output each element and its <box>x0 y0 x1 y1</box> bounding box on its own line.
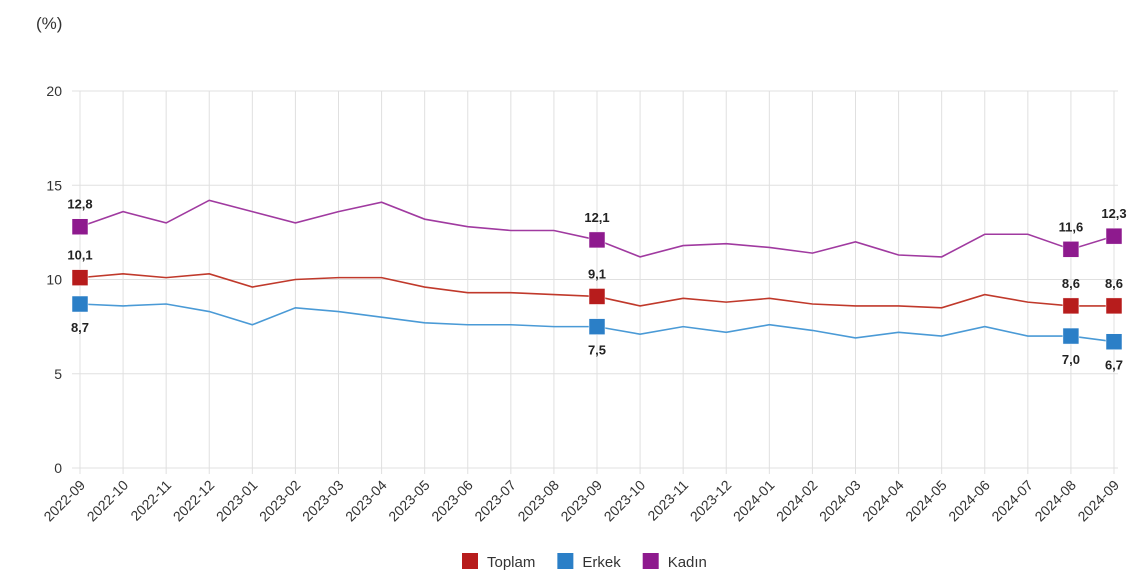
data-point-marker <box>588 231 606 249</box>
data-label: 7,0 <box>1062 352 1080 367</box>
x-tick-label: 2023-09 <box>557 477 605 525</box>
y-tick-label: 20 <box>46 83 62 99</box>
legend-label: Kadın <box>668 554 707 570</box>
data-point-marker <box>1105 333 1123 350</box>
data-label: 8,6 <box>1062 276 1080 291</box>
x-tick-label: 2024-01 <box>730 477 778 525</box>
y-axis-unit-label: (%) <box>36 14 63 33</box>
x-tick-label: 2022-11 <box>127 477 174 524</box>
x-tick-label: 2024-07 <box>988 477 1036 525</box>
x-tick-label: 2024-05 <box>902 477 950 525</box>
data-point-marker <box>588 318 606 335</box>
x-tick-label: 2024-04 <box>859 477 907 525</box>
x-tick-label: 2024-09 <box>1074 477 1122 525</box>
x-tick-label: 2023-05 <box>385 477 433 525</box>
data-label: 8,7 <box>71 320 89 335</box>
x-tick-label: 2023-04 <box>342 477 390 525</box>
legend-label: Toplam <box>487 554 535 570</box>
x-tick-label: 2022-12 <box>170 477 218 525</box>
x-tick-label: 2023-02 <box>256 477 304 525</box>
data-point-marker <box>588 288 606 305</box>
y-tick-label: 15 <box>46 177 62 193</box>
x-tick-label: 2024-02 <box>773 477 821 525</box>
y-tick-label: 10 <box>46 272 62 288</box>
data-label: 12,1 <box>584 210 609 225</box>
data-point-marker <box>71 218 89 235</box>
legend-marker-kadın <box>642 553 659 569</box>
y-tick-label: 5 <box>54 366 62 382</box>
x-tick-label: 2023-07 <box>471 477 519 525</box>
data-label: 7,5 <box>588 343 606 358</box>
data-label: 9,1 <box>588 266 606 281</box>
x-tick-label: 2023-10 <box>601 477 649 525</box>
x-tick-label: 2023-08 <box>514 477 562 525</box>
data-label: 6,7 <box>1105 358 1123 373</box>
x-tick-label: 2022-10 <box>84 477 132 525</box>
x-tick-label: 2023-11 <box>644 477 691 524</box>
data-point-marker <box>1105 297 1123 315</box>
data-label: 8,6 <box>1105 276 1123 291</box>
legend-label: Erkek <box>582 554 621 570</box>
data-label: 10,1 <box>67 248 92 263</box>
legend-marker-toplam <box>462 553 478 569</box>
data-label: 11,6 <box>1059 219 1084 234</box>
x-tick-label: 2023-06 <box>428 477 476 525</box>
x-tick-label: 2023-03 <box>299 477 347 525</box>
data-point-marker <box>71 295 89 313</box>
x-tick-label: 2024-06 <box>945 477 993 525</box>
data-point-marker <box>1105 227 1123 245</box>
x-tick-label: 2024-03 <box>816 477 864 525</box>
x-tick-label: 2023-01 <box>213 477 261 525</box>
x-tick-label: 2022-09 <box>40 477 88 525</box>
data-point-marker <box>1062 297 1080 315</box>
data-point-marker <box>71 269 89 286</box>
data-point-marker <box>1062 327 1080 345</box>
x-tick-label: 2024-08 <box>1031 477 1079 525</box>
legend-marker-erkek <box>557 553 574 569</box>
y-tick-label: 0 <box>54 460 62 476</box>
data-point-marker <box>1062 241 1080 258</box>
x-tick-label: 2023-12 <box>687 477 735 525</box>
data-label: 12,3 <box>1101 206 1126 221</box>
data-label: 12,8 <box>67 197 92 212</box>
